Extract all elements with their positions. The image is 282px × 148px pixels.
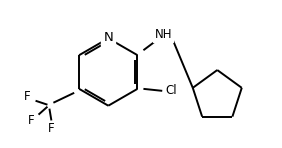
Text: NH: NH <box>155 28 172 41</box>
Text: F: F <box>24 90 31 103</box>
Text: F: F <box>28 114 35 127</box>
Text: Cl: Cl <box>165 84 177 97</box>
Text: F: F <box>48 122 55 135</box>
Text: N: N <box>103 31 113 44</box>
